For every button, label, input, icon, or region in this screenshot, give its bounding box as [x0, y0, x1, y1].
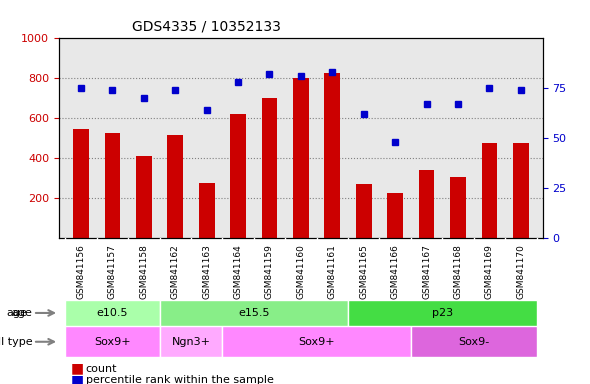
FancyBboxPatch shape [159, 326, 222, 357]
Text: Ngn3+: Ngn3+ [172, 337, 211, 347]
Text: GSM841159: GSM841159 [265, 244, 274, 299]
Text: GSM841160: GSM841160 [296, 244, 306, 299]
Text: GDS4335 / 10352133: GDS4335 / 10352133 [132, 19, 281, 33]
Text: count: count [86, 364, 117, 374]
FancyBboxPatch shape [159, 300, 348, 326]
Bar [419, 170, 434, 238]
Text: GSM841164: GSM841164 [234, 244, 242, 299]
Text: GSM841168: GSM841168 [454, 244, 463, 299]
Text: GSM841170: GSM841170 [516, 244, 525, 299]
FancyBboxPatch shape [348, 300, 536, 326]
Bar [450, 177, 466, 238]
Text: GSM841167: GSM841167 [422, 244, 431, 299]
Bar [136, 156, 152, 238]
Text: Sox9-: Sox9- [458, 337, 489, 347]
Text: GSM841162: GSM841162 [171, 244, 180, 299]
Text: GSM841169: GSM841169 [485, 244, 494, 299]
Text: p23: p23 [432, 308, 453, 318]
Text: ■: ■ [71, 362, 84, 376]
Text: Sox9+: Sox9+ [299, 337, 335, 347]
Text: percentile rank within the sample: percentile rank within the sample [86, 375, 273, 384]
Text: cell type: cell type [0, 337, 32, 347]
Text: age: age [6, 308, 27, 318]
Text: GSM841166: GSM841166 [391, 244, 399, 299]
Text: GSM841163: GSM841163 [202, 244, 211, 299]
Text: e15.5: e15.5 [238, 308, 270, 318]
Bar [73, 129, 89, 238]
Bar [199, 183, 215, 238]
Text: GSM841158: GSM841158 [139, 244, 148, 299]
Bar [481, 143, 497, 238]
Text: Sox9+: Sox9+ [94, 337, 131, 347]
FancyBboxPatch shape [222, 326, 411, 357]
Text: age: age [12, 308, 32, 318]
Bar [324, 73, 340, 238]
FancyBboxPatch shape [65, 300, 159, 326]
Bar [293, 78, 309, 238]
Bar [513, 143, 529, 238]
Text: GSM841165: GSM841165 [359, 244, 368, 299]
Bar [168, 135, 183, 238]
Text: ■: ■ [71, 373, 84, 384]
Bar [356, 184, 372, 238]
Bar [230, 114, 246, 238]
Bar [104, 133, 120, 238]
FancyBboxPatch shape [411, 326, 536, 357]
Text: GSM841157: GSM841157 [108, 244, 117, 299]
Bar [261, 98, 277, 238]
Bar [387, 193, 403, 238]
FancyBboxPatch shape [65, 326, 159, 357]
Text: GSM841156: GSM841156 [77, 244, 86, 299]
Text: GSM841161: GSM841161 [328, 244, 337, 299]
Text: e10.5: e10.5 [97, 308, 128, 318]
